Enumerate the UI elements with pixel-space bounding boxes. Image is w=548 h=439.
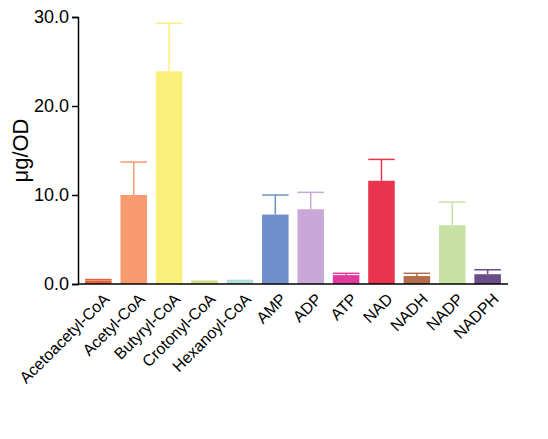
error-bar — [191, 281, 218, 283]
y-tick-mark — [72, 106, 78, 108]
y-tick-mark — [72, 17, 78, 19]
error-cap — [404, 273, 431, 275]
x-tick: AMP — [253, 284, 290, 327]
error-bar — [474, 270, 501, 274]
error-bar — [297, 192, 324, 209]
bar — [404, 276, 431, 284]
error-bar — [333, 273, 360, 275]
bar — [120, 195, 147, 284]
y-tick-label: 10.0 — [34, 185, 69, 205]
error-cap — [227, 280, 254, 282]
error-cap — [156, 22, 183, 24]
error-bar — [439, 202, 466, 225]
x-tick-label: ADP — [290, 290, 325, 325]
y-tick: 10.0 — [34, 185, 78, 205]
x-axis: Acetoacetyl-CoAAcetyl-CoAButyryl-CoACrot… — [16, 284, 508, 386]
error-cap — [262, 194, 289, 196]
error-cap — [439, 201, 466, 203]
y-tick-mark — [72, 195, 78, 197]
error-bar — [85, 279, 112, 281]
x-tick: NADH — [387, 284, 431, 334]
x-tick: ATP — [327, 284, 360, 323]
y-tick: 20.0 — [34, 96, 78, 116]
error-bar — [156, 23, 183, 71]
error-bar — [120, 162, 147, 195]
y-tick-mark — [72, 284, 78, 286]
error-stem — [381, 159, 383, 180]
x-axis-line — [78, 283, 508, 285]
error-cap — [368, 159, 395, 161]
y-axis-title: μg/OD — [8, 118, 33, 182]
bar — [439, 225, 466, 284]
x-tick: NADPH — [450, 284, 502, 342]
bar — [368, 181, 395, 284]
error-cap — [333, 273, 360, 275]
error-cap — [474, 269, 501, 271]
error-bar — [227, 280, 254, 282]
y-tick-label: 30.0 — [34, 7, 69, 27]
y-tick-label: 20.0 — [34, 96, 69, 116]
y-tick: 0.0 — [44, 274, 78, 294]
y-tick: 30.0 — [34, 7, 78, 27]
bar — [333, 275, 360, 284]
error-stem — [275, 195, 277, 215]
error-cap — [191, 281, 218, 283]
y-tick-label: 0.0 — [44, 274, 69, 294]
chart: 0.0 10.0 20.0 30.0 Acetoacetyl-CoAAcetyl-CoA… — [0, 0, 548, 439]
x-tick-label: AMP — [253, 290, 290, 327]
error-stem — [133, 162, 135, 195]
y-axis: 0.0 10.0 20.0 30.0 — [34, 7, 79, 294]
bar — [262, 215, 289, 284]
y-axis-line — [72, 18, 79, 285]
bar — [297, 209, 324, 284]
bar — [156, 71, 183, 284]
x-tick: ADP — [290, 284, 325, 325]
error-bar — [262, 195, 289, 215]
x-tick-label: NADPH — [450, 290, 502, 342]
error-stem — [168, 23, 170, 71]
error-stem — [310, 192, 312, 209]
error-cap — [297, 192, 324, 194]
error-cap — [85, 279, 112, 281]
error-bar — [404, 273, 431, 276]
error-cap — [120, 161, 147, 163]
x-tick-label: Hexanoyl-CoA — [169, 290, 254, 375]
bars — [85, 23, 501, 284]
x-tick-label: NADH — [387, 290, 431, 334]
x-tick-label: ATP — [327, 290, 360, 323]
error-stem — [452, 202, 454, 225]
bar — [474, 274, 501, 284]
x-tick: Hexanoyl-CoA — [169, 284, 254, 375]
error-bar — [368, 159, 395, 180]
plot: 0.0 10.0 20.0 30.0 Acetoacetyl-CoAAcetyl-CoA… — [16, 7, 508, 386]
